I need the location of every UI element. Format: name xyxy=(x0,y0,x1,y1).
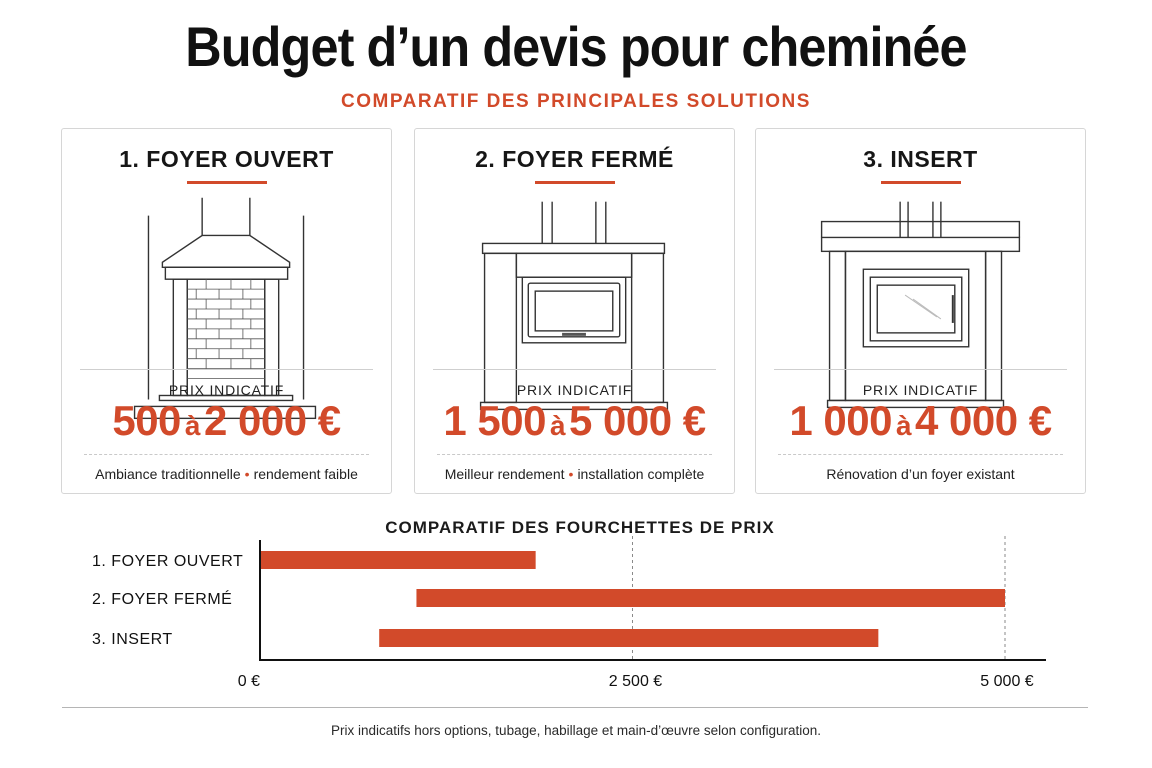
card-underline xyxy=(534,181,615,184)
card-dotted-separator xyxy=(778,454,1063,455)
card-note: Meilleur rendement • installation complète xyxy=(415,466,734,482)
chart-title: COMPARATIF DES FOURCHETTES DE PRIX xyxy=(385,518,775,537)
card-note: Ambiance traditionnelle • rendement faible xyxy=(62,466,391,482)
x-tick-label-1: 2 500 € xyxy=(609,673,662,690)
x-tick-label-0: 0 € xyxy=(238,673,260,690)
page-title: Budget d’un devis pour cheminée xyxy=(185,15,967,78)
range-bar-3 xyxy=(379,629,879,647)
card-insert: 3. INSERT PRIX INDICATIF 1 000 à4 000 € R… xyxy=(755,128,1086,494)
footnote: Prix indicatifs hors options, tubage, ha… xyxy=(330,723,821,738)
price-sep: à xyxy=(549,410,566,441)
price-max: 2 000 € xyxy=(204,397,341,444)
category-label-3: 3. INSERT xyxy=(92,631,173,648)
bullet-icon: • xyxy=(568,466,574,482)
price-label: PRIX INDICATIF xyxy=(516,382,633,398)
insert-fireplace-icon xyxy=(820,201,1021,409)
card-dotted-separator xyxy=(84,454,369,455)
price-max: 4 000 € xyxy=(915,397,1052,444)
note-a: Meilleur rendement xyxy=(444,466,565,482)
price-min: 500 xyxy=(112,397,181,444)
card-separator xyxy=(433,369,716,370)
note-b: installation complète xyxy=(577,466,705,482)
range-bar-1 xyxy=(260,551,536,569)
card-underline xyxy=(880,181,961,184)
price-max: 5 000 € xyxy=(569,397,706,444)
closed-fireplace-icon xyxy=(479,201,669,411)
price-sep: à xyxy=(184,410,201,441)
bullet-icon: • xyxy=(244,466,250,482)
price-label: PRIX INDICATIF xyxy=(862,382,979,398)
price-range: 1 500 à5 000 € xyxy=(415,397,734,445)
category-label-2: 2. FOYER FERMÉ xyxy=(92,589,232,608)
open-fireplace-icon xyxy=(133,197,317,420)
category-label-1: 1. FOYER OUVERT xyxy=(92,553,243,570)
price-range: 1 000 à4 000 € xyxy=(756,397,1085,445)
footer-rule xyxy=(62,707,1088,708)
card-foyer-ferme: 2. FOYER FERMÉ PRIX INDICATIF 1 500 à5 00… xyxy=(414,128,735,494)
card-dotted-separator xyxy=(437,454,712,455)
card-title: 1. FOYER OUVERT xyxy=(119,146,334,172)
price-min: 1 000 xyxy=(789,397,892,444)
price-label: PRIX INDICATIF xyxy=(168,382,285,398)
range-bar-2 xyxy=(416,589,1005,607)
note-a: Ambiance traditionnelle xyxy=(95,466,241,482)
card-underline xyxy=(186,181,267,184)
card-separator xyxy=(774,369,1067,370)
card-foyer-ouvert: 1. FOYER OUVERT xyxy=(61,128,392,494)
card-note: Rénovation d’un foyer existant xyxy=(756,466,1085,482)
price-min: 1 500 xyxy=(443,397,546,444)
card-separator xyxy=(80,369,373,370)
price-sep: à xyxy=(895,410,912,441)
price-range-chart: 1. FOYER OUVERT 2. FOYER FERMÉ 3. INSERT 0 … xyxy=(92,536,1046,690)
card-title: 3. INSERT xyxy=(863,146,978,172)
note-b: rendement faible xyxy=(253,466,358,482)
note-a: Rénovation d’un foyer existant xyxy=(826,466,1015,482)
card-title: 2. FOYER FERMÉ xyxy=(475,146,674,172)
page-subtitle: COMPARATIF DES PRINCIPALES SOLUTIONS xyxy=(341,91,811,112)
x-tick-label-2: 5 000 € xyxy=(980,673,1033,690)
price-range: 500 à2 000 € xyxy=(62,397,391,445)
